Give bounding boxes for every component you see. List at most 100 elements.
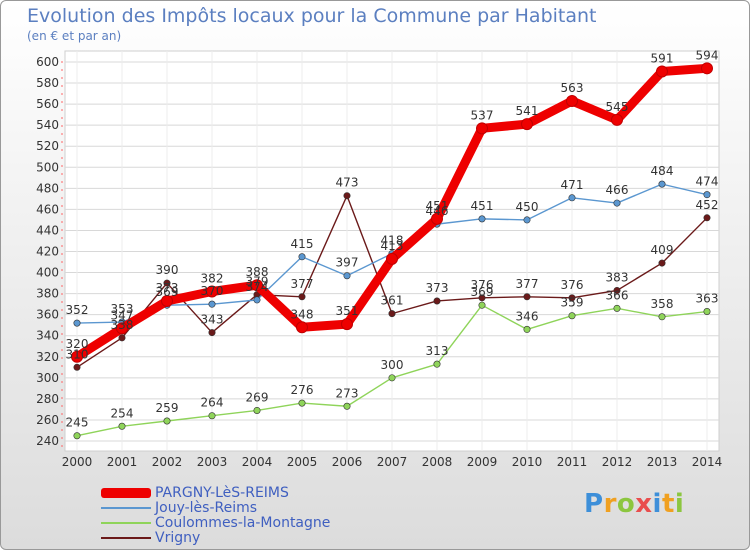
data-label: 418 (381, 234, 404, 248)
legend-swatch (101, 521, 151, 524)
legend-item-vrigny: Vrigny (101, 529, 330, 546)
data-label: 377 (291, 277, 314, 291)
data-point (613, 199, 621, 207)
data-label: 269 (246, 390, 269, 404)
data-point (613, 304, 621, 312)
data-point (118, 334, 126, 342)
x-tick-label: 2005 (287, 455, 318, 469)
x-tick-label: 2012 (602, 455, 633, 469)
data-point (298, 399, 306, 407)
data-point (611, 113, 623, 126)
data-label: 383 (606, 270, 629, 284)
data-point (386, 252, 398, 265)
data-point (208, 329, 216, 337)
data-label: 379 (246, 275, 269, 289)
y-tick-label: 580 (36, 76, 59, 90)
y-tick-label: 260 (36, 413, 59, 427)
data-label: 373 (426, 281, 449, 295)
data-label: 264 (201, 396, 224, 410)
data-point (208, 412, 216, 420)
y-tick-label: 500 (36, 160, 59, 174)
data-point (116, 322, 128, 335)
data-label: 382 (201, 272, 224, 286)
logo-letter: P (584, 489, 604, 519)
data-point (566, 94, 578, 107)
data-label: 591 (651, 51, 674, 65)
data-point (703, 191, 711, 199)
data-point (658, 259, 666, 267)
x-tick-label: 2001 (107, 455, 138, 469)
data-point (658, 313, 666, 321)
data-label: 320 (66, 337, 89, 351)
data-label: 451 (471, 199, 494, 213)
data-label: 594 (696, 48, 719, 62)
legend-item-pargny: PARGNY-LèS-REIMS (101, 485, 330, 501)
data-point (521, 118, 533, 131)
data-label: 545 (606, 100, 629, 114)
data-point (253, 296, 261, 304)
data-label: 451 (426, 199, 449, 213)
data-label: 376 (561, 278, 584, 292)
data-point (523, 216, 531, 224)
data-label: 374 (246, 280, 269, 294)
y-tick-label: 360 (36, 308, 59, 322)
data-label: 370 (201, 284, 224, 298)
y-tick-label: 560 (36, 97, 59, 111)
data-point (476, 122, 488, 135)
y-tick-label: 480 (36, 181, 59, 195)
chart-legend: PARGNY-LèS-REIMS Jouy-lès-Reims Coulomme… (101, 485, 331, 546)
data-label: 373 (156, 281, 179, 295)
y-tick-label: 400 (36, 266, 59, 280)
y-tick-label: 300 (36, 371, 59, 385)
y-tick-label: 280 (36, 392, 59, 406)
x-tick-label: 2004 (242, 455, 273, 469)
logo-letter: o (616, 489, 636, 519)
x-tick-label: 2006 (332, 455, 363, 469)
data-point (431, 212, 443, 225)
legend-label: Coulommes-la-Montagne (155, 514, 331, 531)
data-label: 348 (291, 307, 314, 321)
data-label: 300 (381, 358, 404, 372)
data-label: 471 (561, 178, 584, 192)
data-point (613, 286, 621, 294)
legend-swatch (101, 536, 151, 539)
x-tick-label: 2009 (467, 455, 498, 469)
data-label: 276 (291, 383, 314, 397)
data-point (163, 417, 171, 425)
data-label: 361 (381, 294, 404, 308)
data-label: 310 (66, 347, 89, 361)
legend-label: Vrigny (155, 529, 201, 546)
data-label: 366 (606, 288, 629, 302)
data-label: 254 (111, 406, 134, 420)
data-point (206, 285, 218, 298)
chart-title: Evolution des Impôts locaux pour la Comm… (27, 5, 597, 27)
x-tick-label: 2007 (377, 455, 408, 469)
data-point (298, 253, 306, 261)
legend-label: Jouy-lès-Reims (155, 499, 258, 516)
x-tick-label: 2014 (692, 455, 723, 469)
data-point (433, 360, 441, 368)
data-point (478, 215, 486, 223)
data-point (343, 192, 351, 200)
data-label: 409 (651, 243, 674, 257)
logo-letter: r (603, 489, 617, 519)
data-label: 484 (651, 164, 674, 178)
data-label: 369 (156, 285, 179, 299)
data-point (701, 62, 713, 75)
logo-letter: i (674, 489, 685, 519)
x-tick-label: 2003 (197, 455, 228, 469)
x-tick-label: 2010 (512, 455, 543, 469)
y-tick-label: 540 (36, 118, 59, 132)
y-tick-label: 420 (36, 245, 59, 259)
legend-item-jouy: Jouy-lès-Reims (101, 499, 330, 516)
data-label: 363 (696, 292, 719, 306)
data-label: 338 (111, 318, 134, 332)
data-point (568, 294, 576, 302)
data-point (161, 294, 173, 307)
data-point (163, 279, 171, 287)
proxiti-logo: Proxiti (584, 489, 684, 519)
data-label: 446 (426, 204, 449, 218)
data-point (298, 293, 306, 301)
x-tick-label: 2013 (647, 455, 678, 469)
